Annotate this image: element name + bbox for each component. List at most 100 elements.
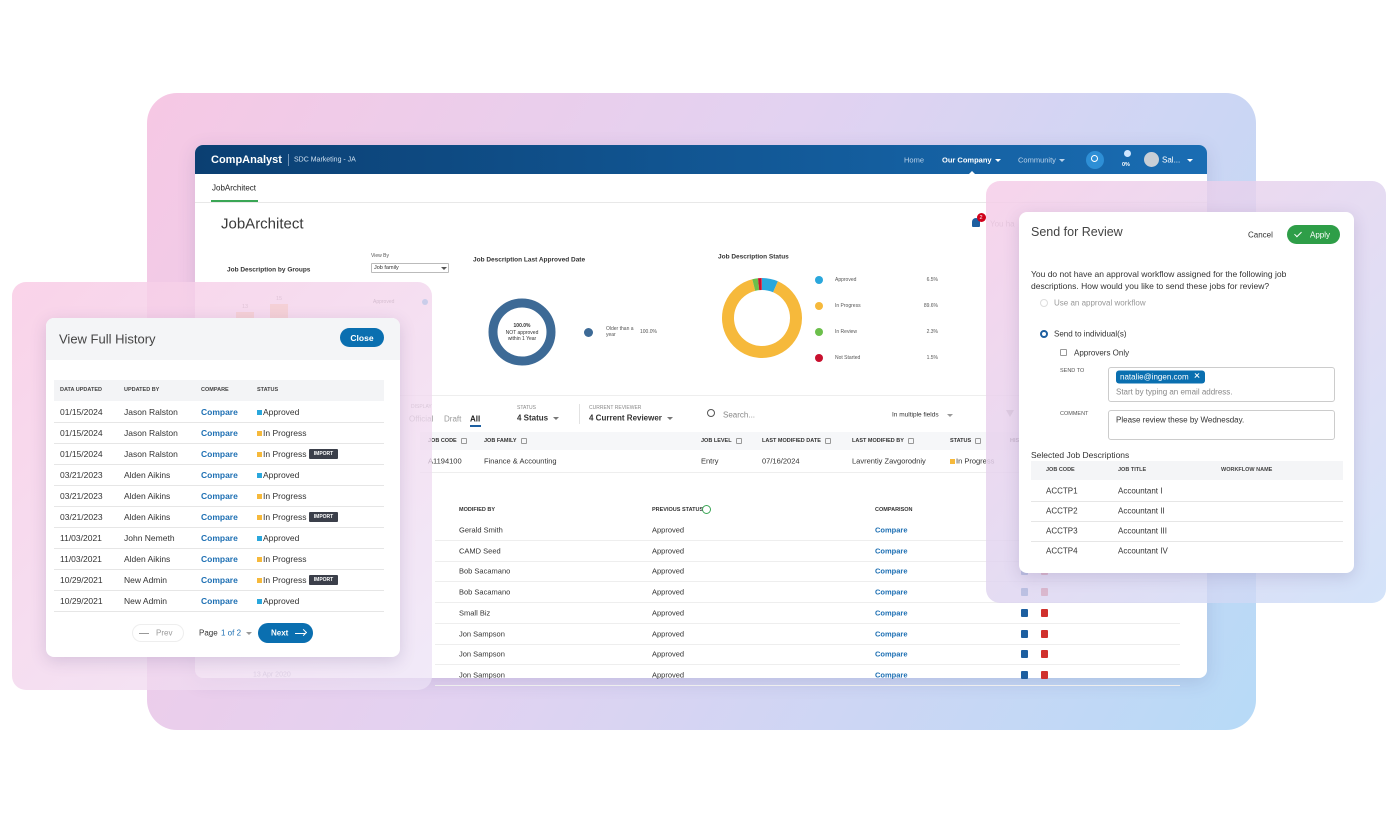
compare-link[interactable]: Compare	[201, 428, 238, 438]
cell: 10/29/2021	[60, 596, 103, 606]
status: In Progress	[263, 512, 307, 522]
filter-value[interactable]: 4 Status	[517, 413, 549, 423]
logo: CompAnalyst	[211, 154, 282, 166]
column-header: STATUS	[950, 438, 972, 444]
cell: Alden Aikins	[124, 554, 171, 564]
row-divider	[54, 443, 384, 444]
sort-icon	[825, 438, 831, 444]
checkbox-label[interactable]: Approvers Only	[1074, 348, 1130, 358]
search-scope[interactable]: In multiple fields	[892, 411, 939, 419]
status: Approved	[263, 596, 300, 606]
doc-icon[interactable]	[1021, 629, 1028, 638]
pdf-icon[interactable]	[1041, 650, 1048, 659]
cell: Jon Sampson	[459, 670, 505, 680]
display-option[interactable]: Draft	[444, 414, 462, 424]
radio-label[interactable]: Send to individual(s)	[1054, 329, 1127, 339]
radio[interactable]	[1040, 330, 1048, 338]
compare-link[interactable]: Compare	[875, 546, 908, 556]
cell: Accountant II	[1118, 506, 1165, 516]
nav-link[interactable]: Our Company	[942, 155, 992, 165]
filter-value[interactable]: 4 Current Reviewer	[589, 413, 662, 423]
compare-link[interactable]: Compare	[201, 449, 238, 459]
legend-value: 89.6%	[923, 303, 938, 309]
compare-link[interactable]: Compare	[201, 470, 238, 480]
compare-link[interactable]: Compare	[875, 649, 908, 659]
comment-input[interactable]	[1108, 410, 1335, 440]
compare-link[interactable]: Compare	[201, 407, 238, 417]
checkbox[interactable]	[1060, 349, 1067, 356]
row-divider	[435, 643, 1180, 645]
status-square	[950, 458, 955, 464]
cell: 03/21/2023	[60, 491, 103, 501]
doc-icon[interactable]	[1021, 670, 1028, 679]
column-header: JOB TITLE	[1118, 467, 1147, 473]
prev-label[interactable]: Prev	[156, 628, 173, 638]
status-square	[257, 472, 262, 478]
compare-link[interactable]: Compare	[201, 533, 238, 543]
nav-link[interactable]: Home	[904, 155, 925, 165]
cell: Small Biz	[459, 608, 491, 618]
compare-link[interactable]: Compare	[875, 587, 908, 597]
next-label[interactable]: Next	[271, 628, 289, 638]
doc-icon[interactable]	[1021, 650, 1028, 659]
compare-link[interactable]: Compare	[201, 512, 238, 522]
comment-text[interactable]: Please review these by Wednesday.	[1116, 415, 1245, 425]
cell: Accountant III	[1118, 526, 1167, 536]
status: Approved	[263, 533, 300, 543]
cell: Approved	[652, 629, 685, 638]
row-divider	[435, 560, 1180, 562]
legend-dot	[815, 354, 823, 362]
email-input[interactable]	[1108, 367, 1335, 402]
caret	[553, 417, 559, 420]
cancel-button[interactable]: Cancel	[1248, 230, 1273, 240]
section-label: Selected Job Descriptions	[1031, 450, 1130, 460]
legend-value: 1.5%	[926, 355, 938, 361]
pdf-icon[interactable]	[1041, 629, 1048, 638]
column-header: DATA UPDATED	[60, 387, 102, 393]
compare-link[interactable]: Compare	[875, 629, 908, 638]
filter-divider	[579, 404, 580, 424]
notification-count: 0%	[1122, 162, 1130, 168]
close-label[interactable]: Close	[350, 332, 374, 343]
history-panel	[46, 318, 400, 657]
badge-bg	[977, 213, 986, 222]
prev-button[interactable]	[132, 624, 184, 642]
cell: 07/16/2024	[762, 456, 800, 466]
compare-link[interactable]: Compare	[875, 670, 908, 680]
history-col-bg	[54, 380, 384, 401]
tab[interactable]: JobArchitect	[212, 183, 257, 193]
apply-button[interactable]	[1287, 225, 1340, 244]
pdf-icon[interactable]	[1041, 608, 1048, 617]
compare-link[interactable]: Compare	[201, 575, 238, 585]
status-square	[257, 535, 262, 541]
search-input[interactable]: Search...	[723, 410, 756, 420]
next-button[interactable]	[258, 623, 313, 643]
avatar[interactable]	[1144, 152, 1159, 167]
radio-label[interactable]: Use an approval workflow	[1054, 298, 1146, 308]
compare-link[interactable]: Compare	[875, 608, 908, 618]
display-option[interactable]: All	[470, 414, 481, 424]
apply-label[interactable]: Apply	[1310, 230, 1331, 239]
legend-dot	[583, 327, 593, 337]
display-underline	[470, 425, 481, 427]
bell-icon	[972, 218, 980, 227]
compare-link[interactable]: Compare	[201, 491, 238, 501]
radio[interactable]	[1040, 299, 1048, 307]
cell: 01/15/2024	[60, 449, 103, 459]
compare-link[interactable]: Compare	[201, 554, 238, 564]
column-header: JOB FAMILY	[484, 438, 517, 444]
cell: 10/29/2021	[60, 575, 103, 585]
compare-link[interactable]: Compare	[201, 596, 238, 606]
org-name: SDC Marketing - JA	[294, 156, 356, 164]
select-box[interactable]	[371, 263, 449, 273]
compare-link[interactable]: Compare	[875, 566, 908, 576]
recipient-chip[interactable]: natalie@ingen.com	[1116, 370, 1205, 384]
user-name[interactable]: Sal...	[1162, 155, 1181, 165]
compare-link[interactable]: Compare	[875, 525, 908, 535]
page-current[interactable]: 1 of 2	[221, 628, 242, 638]
import-label: IMPORT	[313, 514, 334, 520]
nav-link[interactable]: Community	[1018, 155, 1056, 165]
close-button[interactable]	[340, 328, 384, 347]
doc-icon[interactable]	[1021, 608, 1028, 617]
pdf-icon[interactable]	[1041, 670, 1048, 679]
